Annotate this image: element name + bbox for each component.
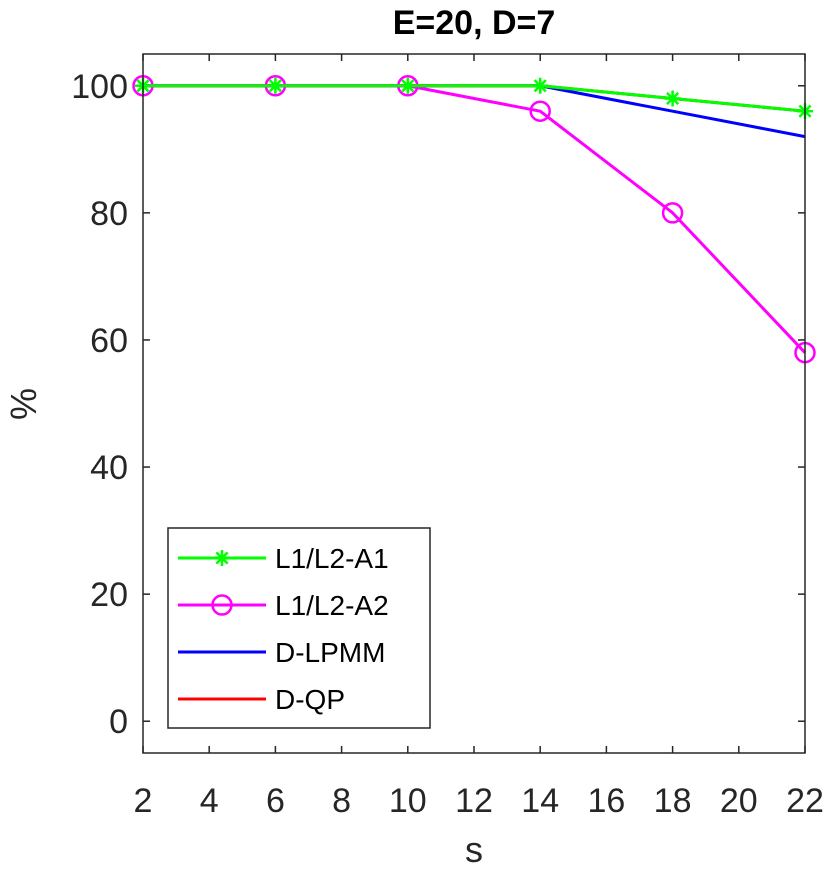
y-tick-label: 40 — [90, 449, 128, 487]
x-tick-label: 2 — [134, 782, 153, 820]
x-tick-label: 18 — [654, 782, 692, 820]
y-tick-label: 60 — [90, 322, 128, 360]
x-tick-label: 8 — [332, 782, 351, 820]
axis-ticks: 2 4 6 8 10 12 14 16 18 20 22 0 20 40 60 80 100 — [71, 54, 824, 820]
plot-frame — [142, 53, 806, 754]
x-tick-label: 12 — [455, 782, 493, 820]
data-point — [532, 77, 549, 94]
legend-item: D-QP — [178, 684, 345, 715]
series-layer — [132, 75, 816, 364]
legend-label: L1/L2-A1 — [275, 543, 389, 574]
legend-item: D-LPMM — [178, 637, 385, 668]
legend-marker — [214, 550, 230, 566]
data-point — [664, 90, 681, 107]
x-tick-label: 4 — [200, 782, 219, 820]
legend-label: D-LPMM — [275, 637, 385, 668]
legend-item: L1/L2-A1 — [178, 543, 389, 574]
x-axis-label: s — [465, 829, 483, 870]
legend-item: L1/L2-A2 — [178, 590, 389, 621]
legend: L1/L2-A1 L1/L2-A2 D-LPMM D-QP — [167, 527, 431, 729]
legend-box — [167, 527, 431, 729]
y-tick-label: 0 — [109, 703, 128, 741]
legend-marker — [211, 594, 233, 616]
x-tick-label: 20 — [720, 782, 758, 820]
chart-title: E=20, D=7 — [393, 4, 556, 42]
x-tick-label: 22 — [786, 782, 824, 820]
y-tick-label: 80 — [90, 195, 128, 233]
data-point — [529, 100, 551, 122]
y-tick-label: 100 — [71, 68, 128, 106]
data-point — [267, 77, 284, 94]
y-axis-label: % — [3, 388, 44, 420]
series-line — [143, 84, 806, 113]
x-tick-label: 16 — [587, 782, 625, 820]
data-point — [399, 77, 416, 94]
y-tick-label: 20 — [90, 576, 128, 614]
x-tick-label: 14 — [521, 782, 559, 820]
data-point — [661, 202, 684, 224]
x-tick-label: 10 — [389, 782, 427, 820]
legend-label: L1/L2-A2 — [275, 590, 389, 621]
x-tick-label: 6 — [266, 782, 285, 820]
legend-label: D-QP — [275, 684, 345, 715]
